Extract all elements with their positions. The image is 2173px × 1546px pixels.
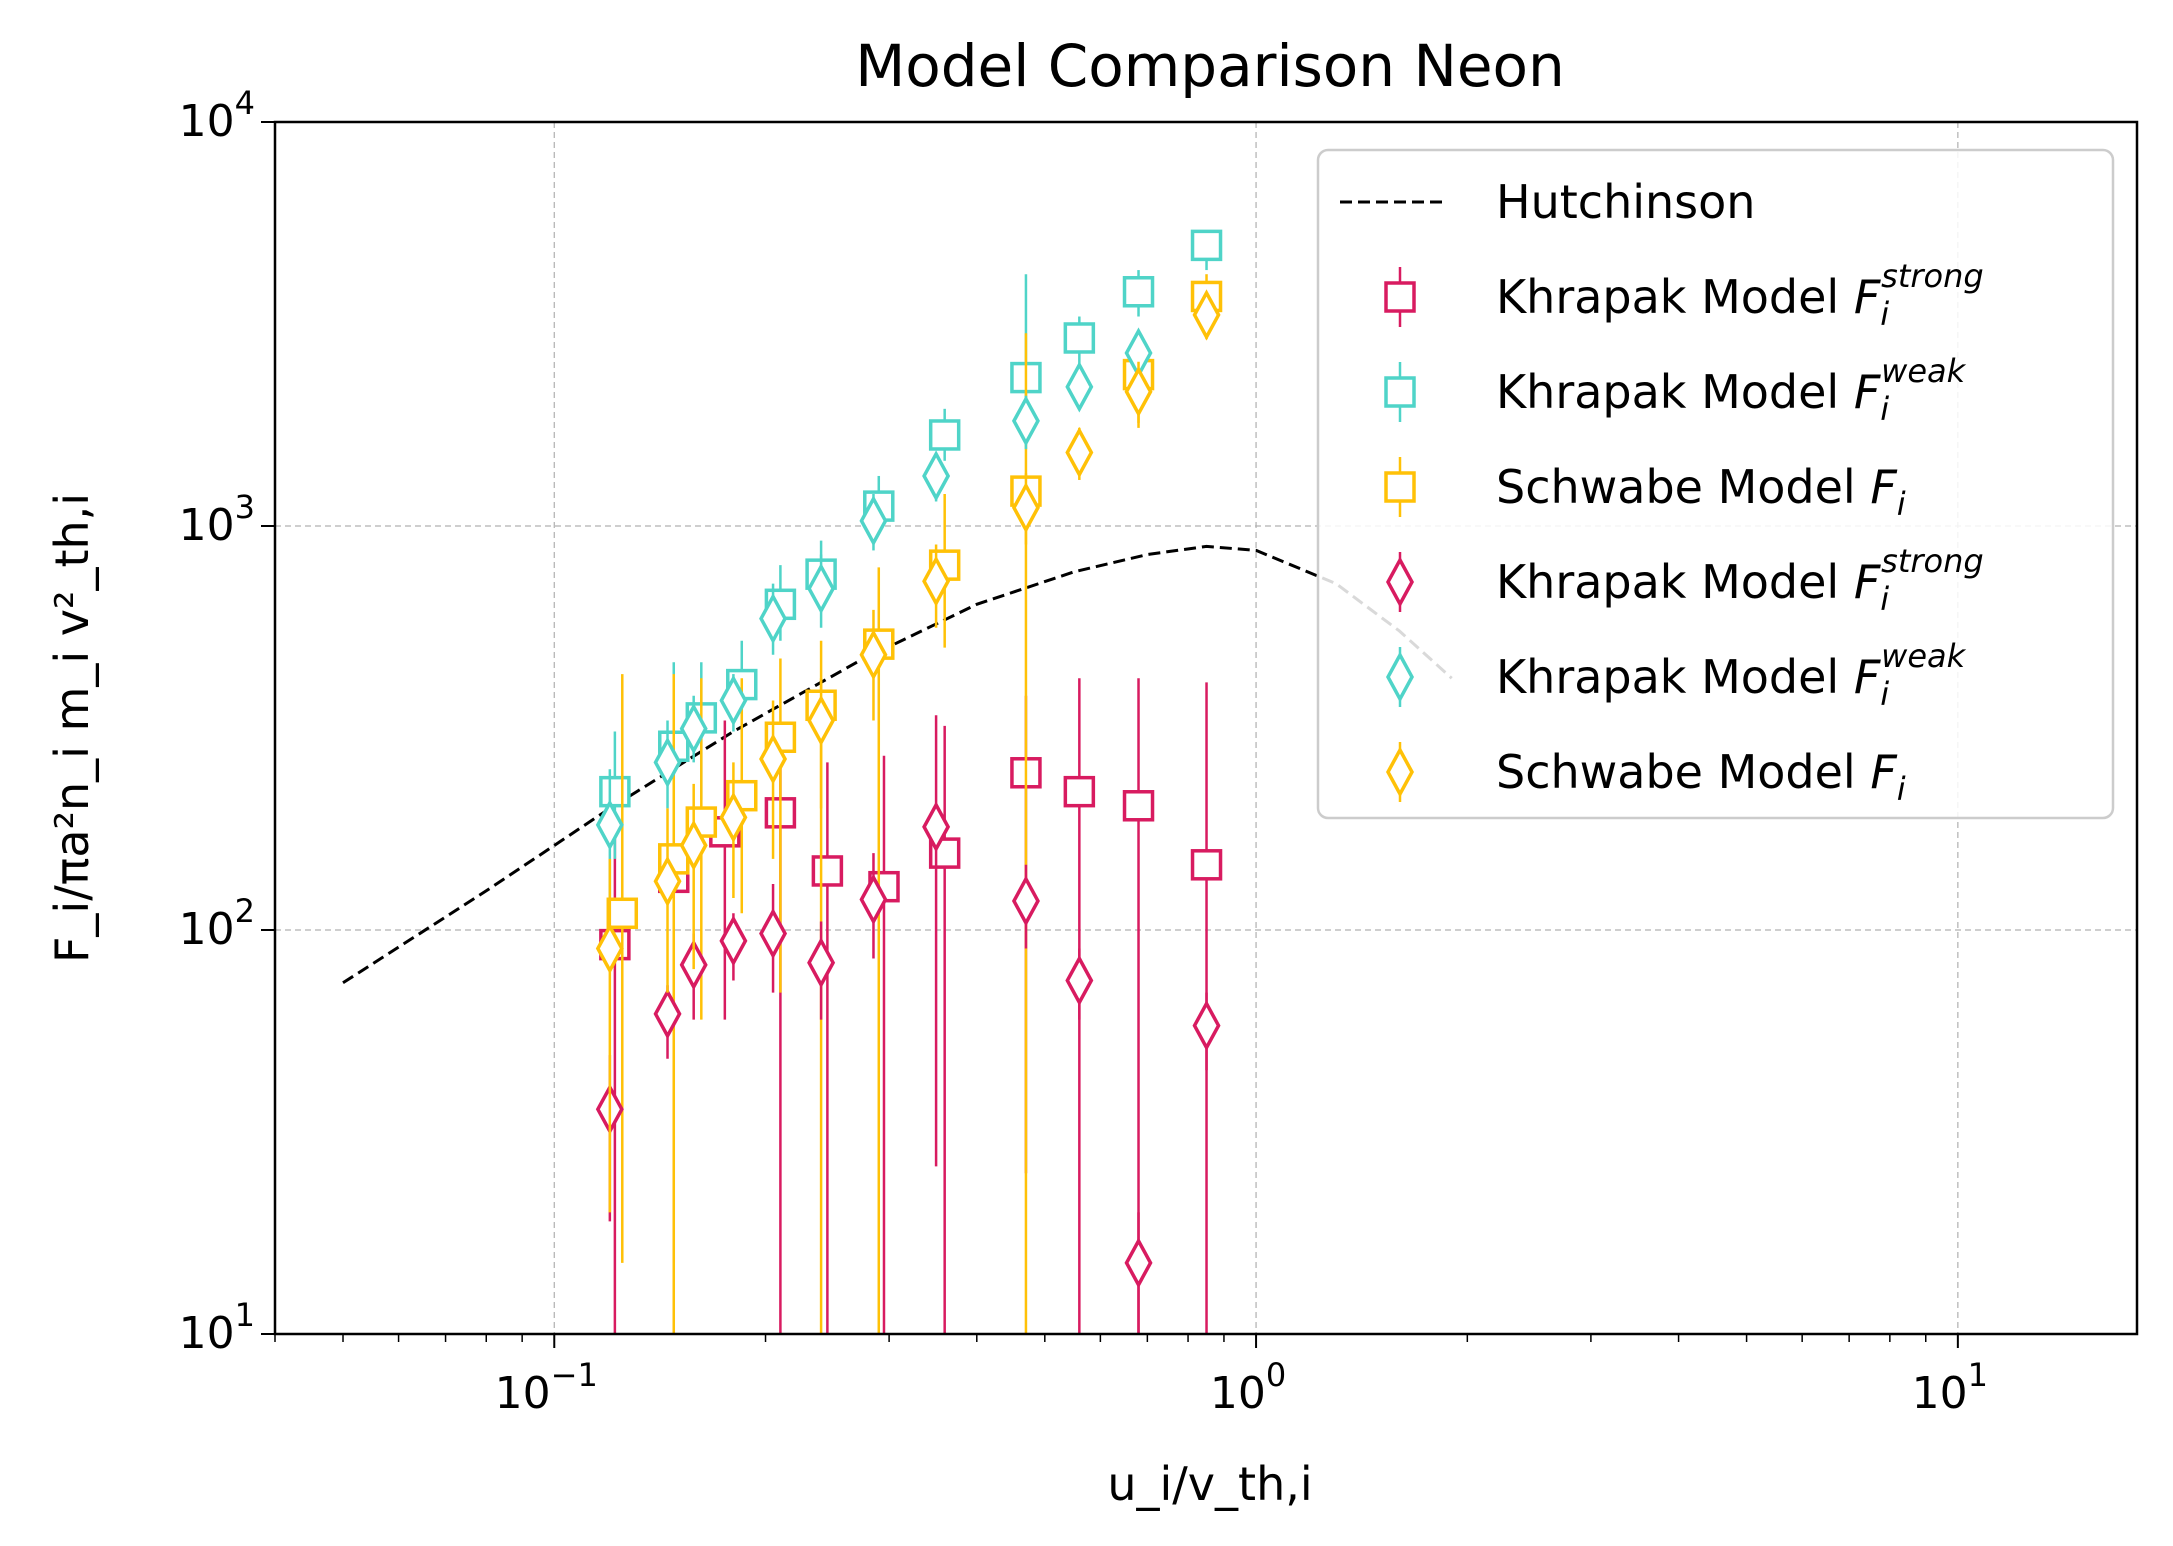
data-point (859, 629, 888, 681)
data-point (1011, 395, 1040, 447)
legend-label-4: Khrapak Model Fiweak (1496, 637, 1967, 713)
x-tick-label-1: 100 (1210, 1356, 1286, 1419)
legend-label-0: Khrapak Model Fistrong (1496, 257, 1984, 333)
legend-label-3: Khrapak Model Fistrong (1496, 542, 1984, 618)
x-tick-label-0: 10−1 (495, 1356, 598, 1419)
data-point (1011, 482, 1040, 534)
data-point (807, 937, 836, 989)
data-point (807, 694, 836, 747)
y-tick-label-1: 102 (179, 892, 255, 955)
data-point (859, 495, 888, 547)
x-tick-label-2: 101 (1912, 1356, 1988, 1419)
data-point (759, 592, 788, 645)
data-point (719, 915, 748, 967)
data-point (1063, 322, 1096, 354)
chart-title: Model Comparison Neon (855, 32, 1565, 100)
data-point (679, 703, 708, 755)
data-point (679, 819, 708, 872)
data-point (595, 922, 624, 975)
data-point (807, 562, 836, 615)
data-point (1065, 361, 1094, 413)
data-point (928, 419, 961, 451)
data-point (859, 873, 888, 926)
data-point (1011, 875, 1040, 927)
data-point (759, 907, 788, 960)
data-point (653, 736, 682, 789)
y-tick-label-3: 104 (179, 84, 255, 147)
legend: Hutchinson Khrapak Model Fistrong Khrapak … (1316, 148, 2115, 820)
data-point (811, 855, 844, 887)
legend-box (1316, 148, 2115, 820)
data-point (1065, 426, 1094, 479)
data-point (1063, 775, 1096, 808)
series-3 (595, 715, 1221, 1334)
data-point (1190, 849, 1223, 881)
data-point (599, 775, 631, 808)
data-point (922, 450, 951, 502)
data-point (1190, 229, 1223, 262)
legend-marker-swatch (1386, 746, 1414, 798)
data-point (1122, 790, 1155, 822)
data-point (595, 799, 624, 851)
data-point (1124, 1237, 1153, 1289)
legend-marker-swatch (1386, 556, 1414, 608)
legend-label-hutchinson: Hutchinson (1496, 175, 1755, 229)
legend-label-1: Khrapak Model Fiweak (1496, 352, 1967, 428)
data-point (922, 801, 951, 853)
data-point (1190, 280, 1223, 313)
data-point (719, 791, 748, 844)
plot-data (342, 229, 1453, 1334)
x-axis-label: u_i/v_th,i (1107, 1457, 1312, 1511)
data-point (719, 674, 748, 727)
data-point (1192, 999, 1221, 1052)
series-5 (595, 289, 1221, 1213)
legend-marker-swatch (1384, 471, 1416, 503)
series-4 (595, 327, 1153, 899)
data-point (1065, 954, 1094, 1007)
data-point (922, 555, 951, 607)
legend-label-2: Schwabe Model Fi (1496, 460, 1906, 523)
data-point (1122, 276, 1155, 308)
legend-marker-swatch (1384, 376, 1416, 408)
plot-frame (273, 120, 2139, 1336)
legend-marker-swatch (1386, 651, 1414, 703)
data-point (653, 855, 682, 907)
data-point (606, 897, 639, 930)
y-tick-label-2: 103 (179, 488, 255, 551)
legend-label-5: Schwabe Model Fi (1496, 745, 1906, 808)
legend-marker-swatch (1384, 281, 1416, 313)
data-point (1192, 289, 1221, 341)
y-axis-label: F_i/πa²n_i m_i v²_th,i (45, 493, 99, 963)
y-tick-label-0: 101 (179, 1296, 255, 1359)
data-point (653, 988, 682, 1040)
data-point (1124, 366, 1153, 418)
data-point (759, 733, 788, 785)
axis-ticks: 10−1 100 101 101 102 103 104 (179, 84, 1988, 1419)
